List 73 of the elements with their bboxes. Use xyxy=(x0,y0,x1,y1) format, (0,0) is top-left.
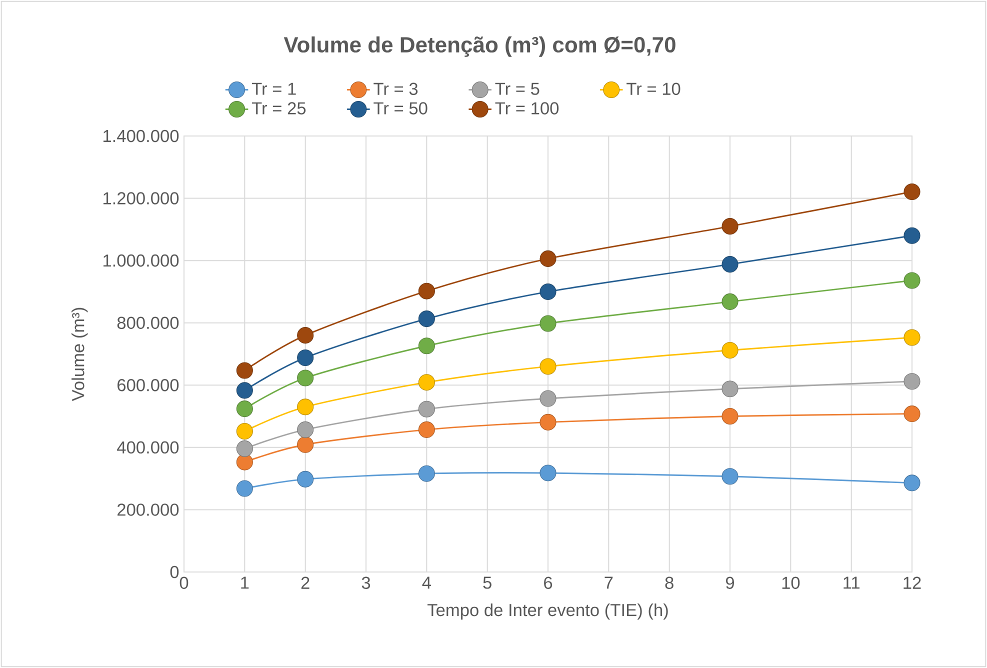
y-tick-label: 1.200.000 xyxy=(104,192,179,204)
x-axis-title: Tempo de Inter evento (TIE) (h) xyxy=(428,603,668,620)
point xyxy=(418,421,435,438)
point xyxy=(236,382,253,399)
point xyxy=(297,370,314,386)
point xyxy=(722,468,738,485)
x-tick-label: 5 xyxy=(483,576,492,589)
point xyxy=(904,227,920,244)
point xyxy=(722,293,738,310)
x-tick-label: 7 xyxy=(604,576,613,589)
point xyxy=(418,338,435,354)
x-tick-label: 2 xyxy=(301,576,310,589)
point xyxy=(904,406,920,422)
point xyxy=(722,408,738,425)
legend-label: Tr = 5 xyxy=(495,82,540,95)
x-tick-label: 9 xyxy=(726,576,734,589)
legend-label: Tr = 25 xyxy=(252,102,306,114)
x-tick-label: 8 xyxy=(665,576,674,589)
x-tick-label: 1 xyxy=(241,576,249,589)
x-tick-label: 10 xyxy=(782,576,800,589)
point xyxy=(722,218,738,235)
x-tick-label: 4 xyxy=(422,576,431,589)
point xyxy=(297,398,314,416)
point xyxy=(540,315,556,332)
point xyxy=(236,422,253,440)
y-tick-label: 1.000.000 xyxy=(104,254,179,267)
point xyxy=(297,349,314,366)
x-tick-label: 0 xyxy=(180,576,188,589)
x-tick-label: 6 xyxy=(544,576,552,589)
point xyxy=(904,183,920,200)
y-tick-label: 600.000 xyxy=(118,379,179,392)
point xyxy=(236,454,253,470)
y-tick-label: 800.000 xyxy=(117,316,179,329)
legend-label: Tr = 100 xyxy=(495,102,559,114)
x-tick-label: 11 xyxy=(844,576,860,589)
point xyxy=(540,283,556,300)
point xyxy=(236,480,253,497)
y-tick-label: 400.000 xyxy=(117,441,179,454)
point xyxy=(418,465,435,482)
point xyxy=(236,362,253,379)
chart-title: Volume de Detenção (m³) com Ø=0,70 xyxy=(284,36,676,57)
point xyxy=(722,342,738,359)
point xyxy=(418,400,435,418)
point xyxy=(297,470,314,488)
y-tick-label: 200.000 xyxy=(118,504,179,516)
point xyxy=(297,421,314,438)
legend-label: Tr = 50 xyxy=(374,102,428,114)
point xyxy=(297,436,314,453)
point xyxy=(540,358,556,375)
point xyxy=(418,310,435,328)
x-tick-label: 12 xyxy=(904,576,921,589)
legend-label: Tr = 10 xyxy=(626,82,680,96)
y-tick-label: 0 xyxy=(170,566,179,578)
point xyxy=(236,440,253,457)
point xyxy=(540,390,556,407)
point xyxy=(418,374,435,391)
point xyxy=(297,327,314,344)
point xyxy=(904,474,920,492)
y-axis-title: Volume (m³) xyxy=(72,308,88,402)
point xyxy=(904,272,920,289)
point xyxy=(540,250,556,267)
legend-label: Tr = 1 xyxy=(252,82,296,95)
point xyxy=(418,282,435,300)
x-tick-label: 3 xyxy=(362,576,370,589)
point xyxy=(904,329,920,346)
point xyxy=(540,464,556,482)
point xyxy=(904,373,920,390)
legend-label: Tr = 3 xyxy=(374,82,418,96)
point xyxy=(722,256,738,273)
y-tick-label: 1.400.000 xyxy=(104,130,179,142)
point xyxy=(236,400,253,418)
point xyxy=(540,414,556,430)
point xyxy=(722,380,738,398)
